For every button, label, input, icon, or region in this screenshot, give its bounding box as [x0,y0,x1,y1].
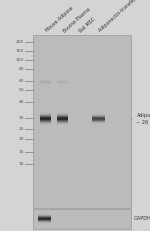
Bar [38,223,51,224]
Text: Rat MSC: Rat MSC [78,16,96,33]
Text: 200: 200 [16,40,24,44]
Bar [40,118,51,119]
Bar [57,122,68,123]
Text: 150: 150 [16,49,24,53]
Bar [40,116,51,117]
Text: GAPDH: GAPDH [134,216,150,221]
Text: 40: 40 [18,100,24,104]
Bar [57,120,68,121]
Text: 20: 20 [18,137,24,141]
Bar [92,114,105,115]
Text: 60: 60 [18,79,24,83]
Bar [33,209,130,229]
Text: 100: 100 [16,58,24,62]
Bar [92,120,105,121]
Bar [57,116,68,117]
Bar [40,120,51,121]
Bar [92,123,105,124]
Bar [57,115,68,116]
Text: 30: 30 [18,116,24,120]
Bar [40,123,51,124]
Bar [38,218,51,219]
Bar [40,124,51,125]
Bar [40,115,51,116]
Text: 25: 25 [18,127,24,131]
Bar [57,121,68,122]
Bar [40,112,51,113]
Bar [57,112,68,113]
Bar [57,113,68,114]
Bar [92,117,105,118]
Bar [40,113,51,114]
Bar [57,117,68,118]
Text: 15: 15 [18,150,24,155]
Bar [92,118,105,119]
Bar [38,215,51,216]
Text: Bovine Plasma: Bovine Plasma [62,6,91,33]
Bar [92,122,105,123]
Bar [92,121,105,122]
Text: Adiponectin-transfected 293: Adiponectin-transfected 293 [98,0,150,33]
Text: 80: 80 [18,67,24,71]
Bar [40,121,51,122]
Bar [38,222,51,223]
Bar [57,119,68,120]
Text: Adiponectin
~ 26 kDa: Adiponectin ~ 26 kDa [136,113,150,125]
Bar [38,221,51,222]
Bar [57,118,68,119]
Text: Mouse Adipose: Mouse Adipose [45,6,75,33]
Bar [57,114,68,115]
Text: 50: 50 [18,88,24,92]
Bar [38,219,51,220]
Bar [33,35,130,208]
Bar [40,119,51,120]
Bar [57,124,68,125]
Bar [40,122,51,123]
Bar [38,220,51,221]
Bar [38,214,51,215]
Bar [92,116,105,117]
Bar [57,123,68,124]
Bar [40,117,51,118]
Bar [38,216,51,217]
Bar [92,119,105,120]
Bar [40,114,51,115]
Text: 10: 10 [18,162,24,166]
Bar [38,217,51,218]
Bar [92,115,105,116]
